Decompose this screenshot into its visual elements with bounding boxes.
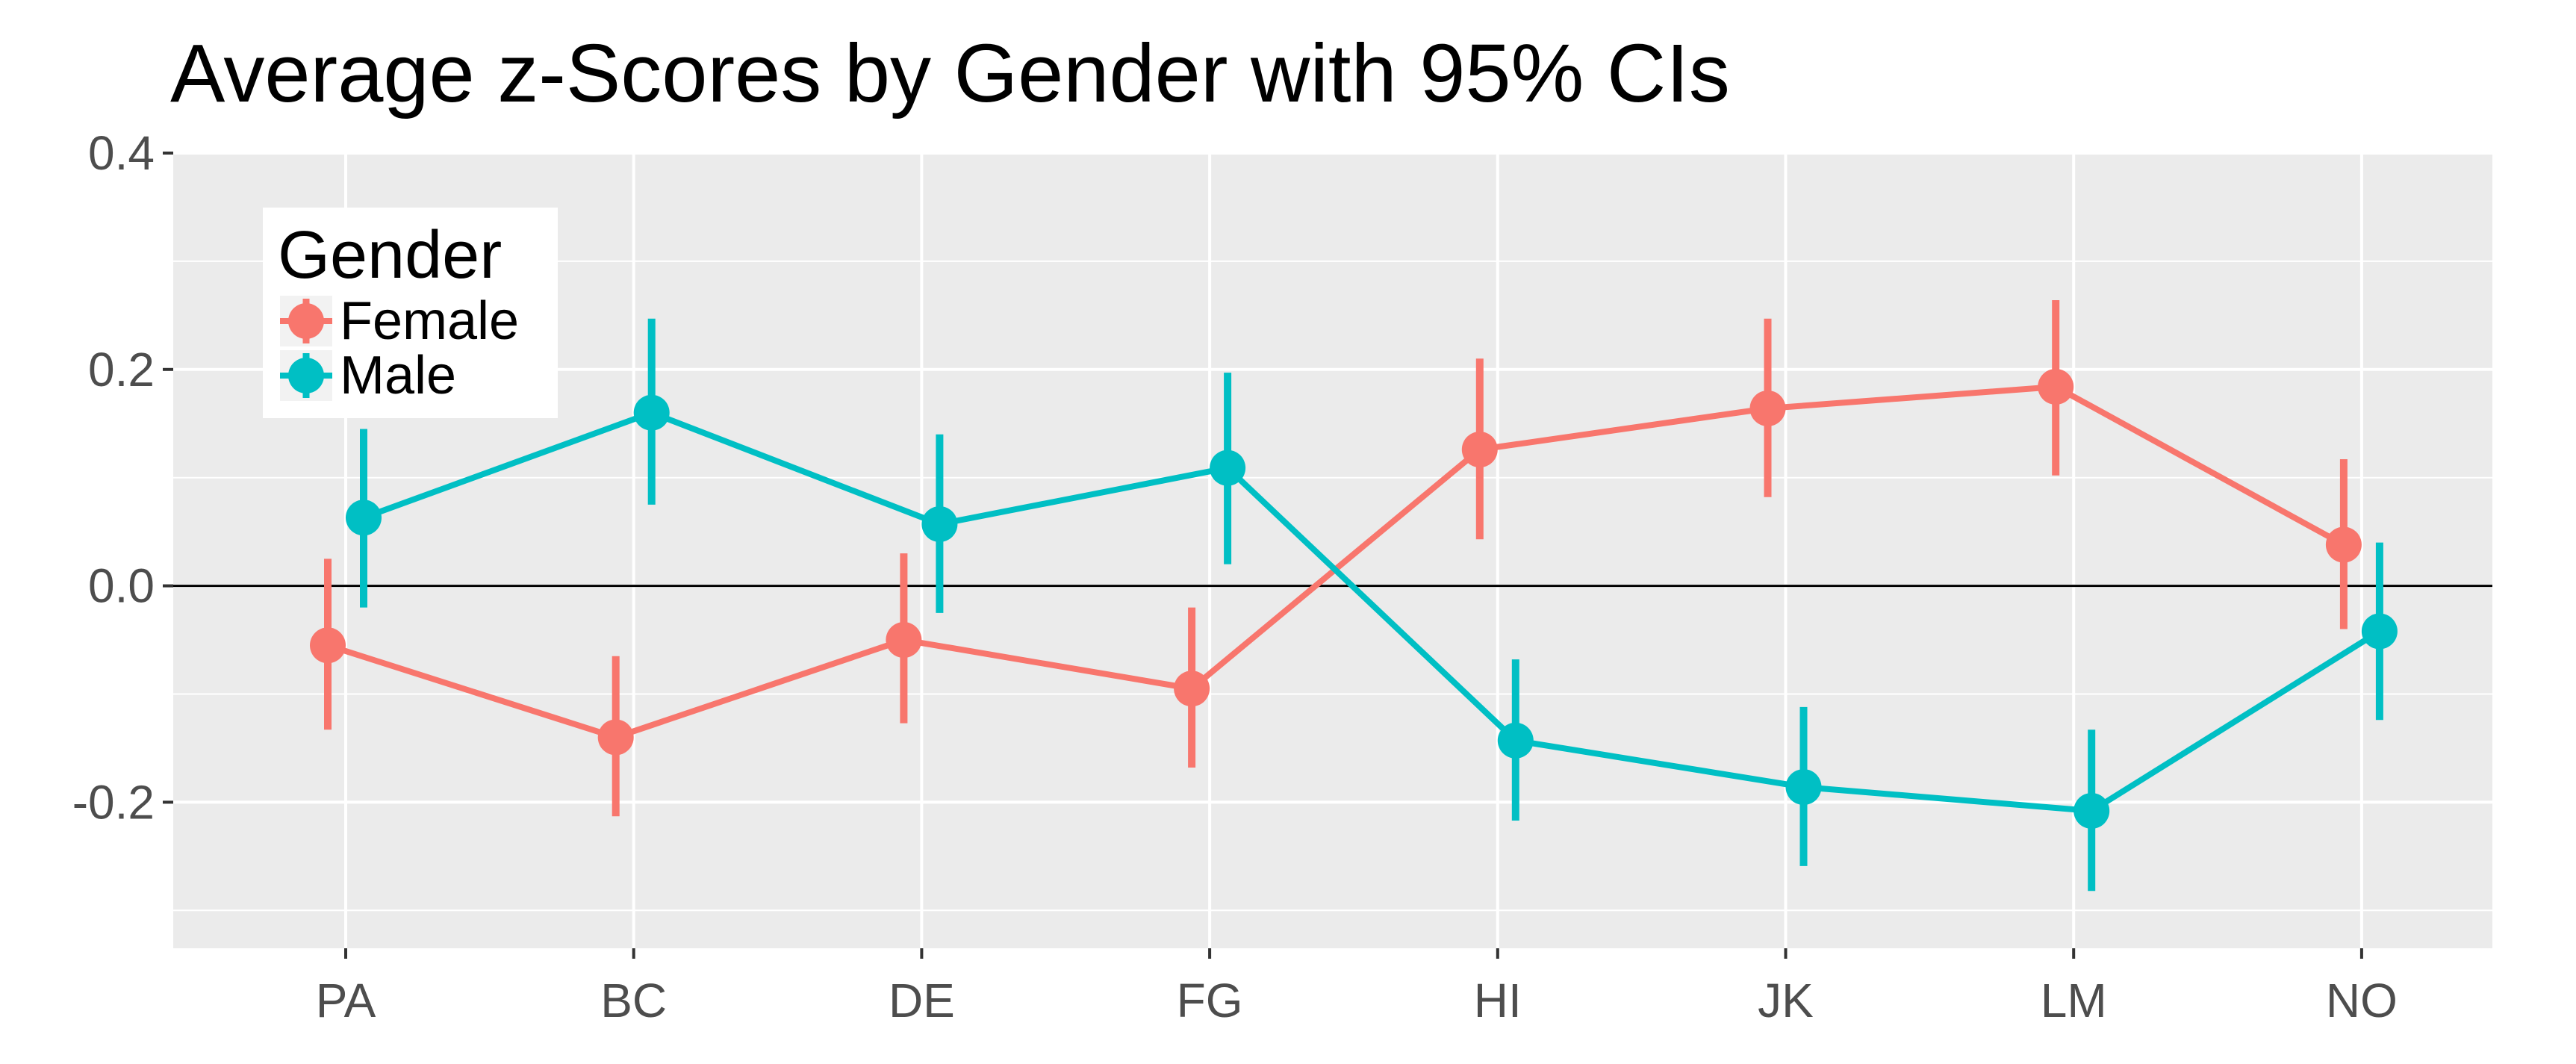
data-point [886,622,922,659]
x-tick-label: NO [2326,974,2398,1027]
chart-title: Average z-Scores by Gender with 95% CIs [170,28,1730,119]
x-tick-label: BC [600,974,667,1027]
x-tick-label: LM [2041,974,2107,1027]
x-tick-label: DE [889,974,955,1027]
data-point [1749,390,1786,426]
data-point [1174,671,1210,707]
legend-label-male: Male [340,346,456,405]
data-point [2325,526,2362,563]
grid-minor [173,260,2492,912]
x-tick-label: HI [1474,974,1522,1027]
data-point [2038,368,2074,405]
data-point [310,627,346,664]
y-tick-label: 0.4 [88,126,155,180]
data-point [1785,769,1822,806]
data-point [2361,613,2398,650]
series-male [346,318,2398,892]
data-point [597,719,634,756]
x-tick-label: JK [1758,974,1814,1027]
y-tick-label: 0.0 [88,559,155,613]
series-layer [310,300,2398,892]
y-tick-label: 0.2 [88,343,155,396]
y-tick-label: -0.2 [72,775,155,829]
series-line [362,409,2382,814]
data-point [346,500,382,536]
data-point [1210,449,1246,486]
x-axis: PA BC DE FG HI JK LM NO [316,948,2398,1027]
data-point [1497,722,1534,759]
data-point [921,506,958,542]
legend-label-female: Female [340,291,519,351]
x-tick-label: PA [316,974,376,1027]
x-tick-label: FG [1177,974,1243,1027]
legend-title: Gender [278,218,502,293]
legend-key-point [288,358,324,393]
legend-key-point [288,303,324,339]
y-axis: 0.4 0.2 0.0 -0.2 [72,126,173,829]
data-point [2073,792,2110,829]
data-point [633,394,670,431]
data-point [1461,432,1498,468]
